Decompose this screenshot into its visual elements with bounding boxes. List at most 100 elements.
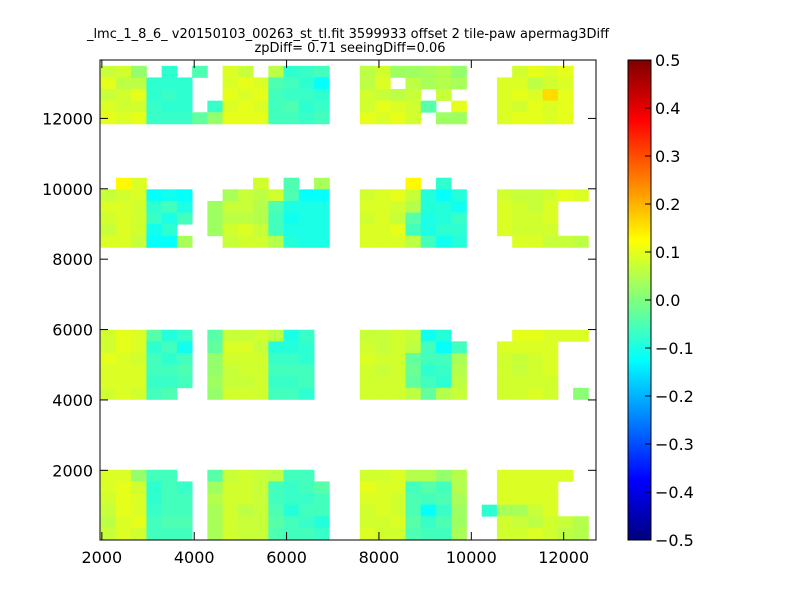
heatmap-cell [176,89,193,102]
heatmap-cell [420,65,437,78]
heatmap-cell [207,364,224,377]
heatmap-cell [115,65,132,78]
heatmap-cell [253,77,269,90]
heatmap-cell [405,481,422,494]
heatmap-cell [222,329,239,342]
heatmap-cell [115,224,132,237]
heatmap-cell [146,376,163,389]
heatmap-cell [222,189,239,202]
heatmap-cell [253,364,269,377]
heatmap-cell [527,527,544,540]
heatmap-cell [207,352,224,365]
heatmap-cell [283,212,300,225]
heatmap-cell [268,100,284,113]
heatmap-cell [268,376,284,389]
heatmap-cell [115,364,132,377]
heatmap-cell [222,516,239,529]
heatmap-cell [451,112,467,125]
heatmap-cell [283,235,300,248]
heatmap-cell [314,224,330,237]
heatmap-cell [131,493,147,506]
heatmap-cell [405,341,422,354]
heatmap-cell [161,364,178,377]
axes: 2000 4000 6000 8000 10000 12000 2000 4000 6000 80… [42,60,596,567]
heatmap-cell [314,177,330,190]
heatmap-cell [253,387,269,400]
colorbar-tick-label: −0.3 [655,435,694,454]
heatmap-cell [512,77,528,90]
heatmap-cell [435,387,452,400]
heatmap-cell [375,77,391,90]
x-tick-label: 8000 [359,548,400,567]
heatmap-cell [390,65,406,78]
heatmap-cell [573,516,589,529]
heatmap-cell [237,224,254,237]
heatmap-cell [420,516,437,529]
heatmap-cell [314,89,330,102]
heatmap-cell [390,200,406,213]
heatmap-cell [207,212,224,225]
heatmap-cell [496,224,513,237]
heatmap-cell [451,65,467,78]
heatmap-cell [542,100,559,113]
heatmap-cell [405,387,422,400]
heatmap-cell [222,364,239,377]
heatmap-cell [176,329,193,342]
heatmap-cell [314,77,330,90]
heatmap-cell [375,516,391,529]
heatmap-cell [222,469,239,482]
heatmap-cell [405,493,422,506]
heatmap-cell [420,481,437,494]
heatmap-cell [268,527,284,540]
heatmap-cell [176,235,193,248]
heatmap-cell [298,469,315,482]
heatmap-cell [268,329,284,342]
heatmap-cell [176,200,193,213]
heatmap-cell [115,516,132,529]
heatmap-cell [512,112,528,125]
heatmap-cell [496,89,513,102]
heatmap-cell [527,100,544,113]
heatmap-cell [420,329,437,342]
heatmap-cell [131,224,147,237]
heatmap-cell [176,100,193,113]
heatmap-cell [557,235,574,248]
heatmap-cell [161,387,178,400]
heatmap-cell [542,341,559,354]
heatmap-cell [375,112,391,125]
heatmap-cell [115,387,132,400]
heatmap-cell [496,112,513,125]
heatmap-cell [283,352,300,365]
heatmap-cell [390,235,406,248]
heatmap-cell [542,77,559,90]
heatmap-cell [222,481,239,494]
heatmap-cell [557,89,574,102]
heatmap-cell [375,65,391,78]
y-tick-label: 8000 [52,250,93,269]
heatmap-cell [435,65,452,78]
heatmap-cell [557,329,574,342]
heatmap-cell [237,481,254,494]
heatmap-cell [405,516,422,529]
heatmap-cell [375,341,391,354]
heatmap-cell [435,235,452,248]
heatmap-cell [573,329,589,342]
heatmap-cell [237,189,254,202]
heatmap-cell [512,224,528,237]
heatmap-cell [100,469,117,482]
heatmap-cell [314,235,330,248]
heatmap-cell [146,77,163,90]
heatmap-cell [512,481,528,494]
heatmap-cell [283,200,300,213]
colorbar-tick-label: 0.1 [655,243,680,262]
heatmap-cell [512,189,528,202]
heatmap-cell [496,387,513,400]
heatmap-cell [268,516,284,529]
heatmap-cell [131,65,147,78]
heatmap-cell [268,212,284,225]
heatmap-cell [435,200,452,213]
heatmap-cell [253,493,269,506]
heatmap-cell [314,212,330,225]
heatmap-cell [527,77,544,90]
heatmap-cell [207,100,224,113]
